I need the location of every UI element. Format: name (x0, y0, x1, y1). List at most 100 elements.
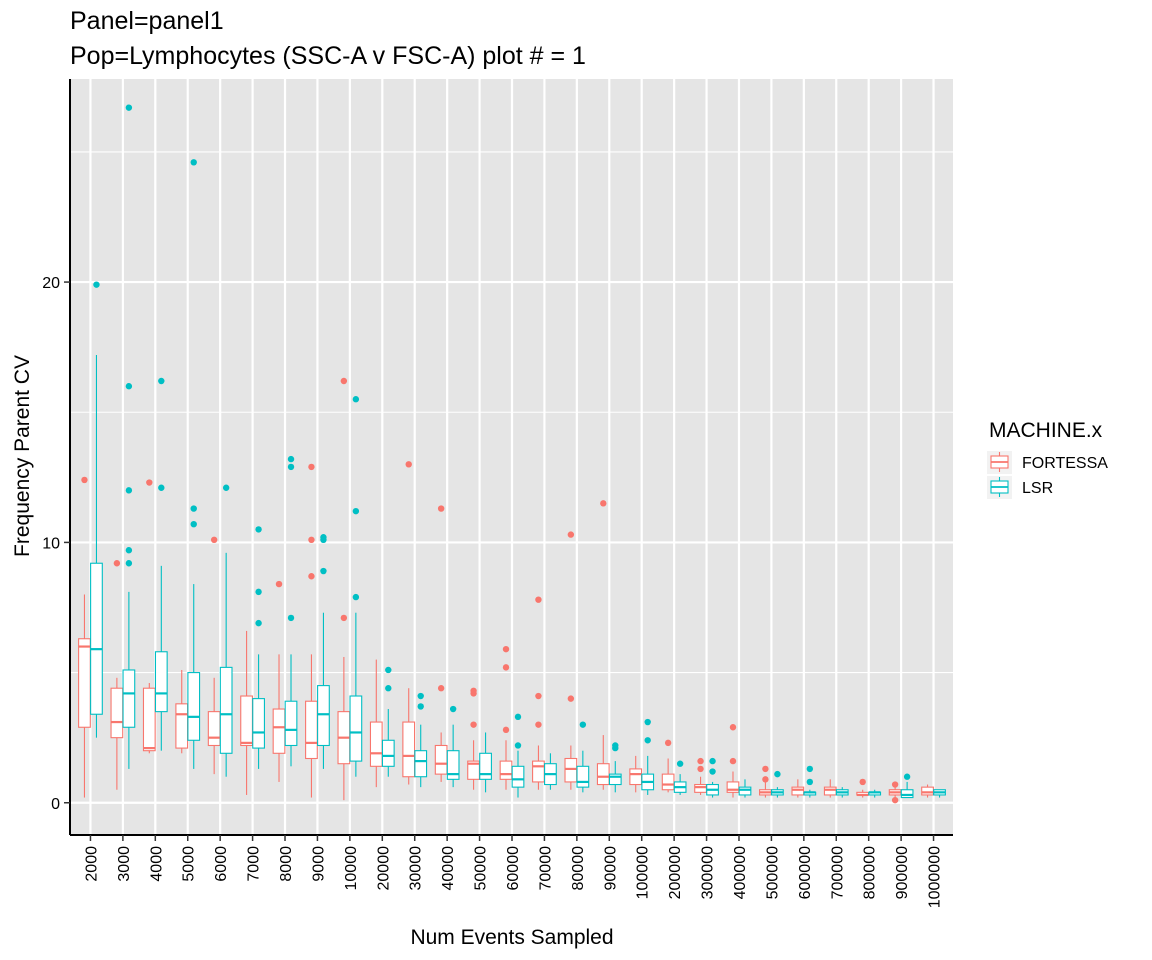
box-iqr (532, 760, 545, 783)
box-iqr (823, 786, 837, 796)
box-iqr (629, 768, 643, 786)
outlier-point (125, 383, 133, 390)
x-tick-label: 3000 (116, 846, 133, 882)
x-tick-label: 9000 (310, 846, 327, 882)
box-lsr (576, 721, 590, 793)
box-fortessa (759, 765, 772, 798)
box-lsr (317, 534, 330, 769)
box-iqr (921, 786, 934, 796)
outlier-point (222, 484, 230, 491)
box-iqr (272, 708, 286, 754)
y-axis-title: Frequency Parent CV (11, 355, 34, 557)
x-tick-label: 700000 (829, 846, 846, 899)
box-lsr (414, 692, 428, 788)
x-tick-label: 60000 (505, 846, 522, 891)
box-lsr (673, 760, 687, 795)
chart-subtitle: Pop=Lymphocytes (SSC-A v FSC-A) plot # =… (70, 42, 586, 70)
outlier-point (535, 692, 542, 700)
chart-title: Panel=panel1 (70, 7, 224, 35)
x-tick-label: 100000 (635, 846, 652, 899)
outlier-point (762, 776, 769, 783)
box-fortessa (207, 536, 221, 775)
box-iqr (402, 721, 416, 778)
x-tick-label: 7000 (246, 846, 263, 882)
legend-item-lsr: LSR (987, 476, 1053, 499)
box-lsr (608, 742, 622, 793)
box-iqr (434, 744, 448, 775)
box-iqr (122, 669, 136, 728)
outlier-point (709, 757, 716, 765)
outlier-point (470, 687, 477, 695)
legend-item-fortessa: FORTESSA (987, 451, 1108, 474)
outlier-point (385, 685, 392, 692)
x-tick-label: 600000 (797, 846, 814, 899)
box-lsr (349, 396, 363, 777)
box-fortessa (791, 779, 805, 798)
box-iqr (175, 703, 189, 749)
outlier-point (806, 765, 814, 773)
outlier-point (308, 536, 315, 544)
box-iqr (369, 721, 383, 767)
outlier-point (514, 742, 522, 749)
outlier-point (158, 377, 165, 385)
outlier-point (470, 721, 477, 728)
box-iqr (187, 672, 201, 741)
outlier-point (385, 666, 392, 674)
outlier-point (146, 479, 153, 486)
outlier-point (664, 739, 672, 747)
outlier-point (774, 770, 781, 778)
outlier-point (125, 487, 133, 494)
box-fortessa (726, 724, 740, 798)
outlier-point (308, 573, 315, 580)
x-tick-label: 8000 (278, 846, 295, 882)
outlier-point (113, 560, 121, 567)
box-iqr (317, 685, 330, 747)
box-iqr (791, 786, 805, 796)
box-iqr (479, 752, 492, 780)
x-tick-label: 90000 (602, 846, 619, 891)
box-iqr (90, 562, 103, 715)
x-tick-label: 40000 (440, 846, 457, 891)
box-lsr (154, 377, 168, 751)
legend-label: FORTESSA (1022, 455, 1108, 472)
box-fortessa (337, 377, 351, 801)
outlier-point (340, 614, 348, 622)
outlier-point (567, 695, 575, 702)
legend: MACHINE.x FORTESSA LSR (987, 419, 1108, 499)
x-tick-label: 30000 (408, 846, 425, 891)
outlier-point (255, 588, 262, 596)
outlier-point (190, 505, 197, 512)
box-fortessa (888, 781, 902, 804)
outlier-point (729, 724, 737, 731)
box-iqr (608, 773, 622, 786)
box-iqr (694, 783, 707, 793)
box-lsr (868, 789, 882, 798)
box-lsr (803, 765, 817, 798)
x-tick-label: 2000 (83, 846, 100, 882)
box-iqr (414, 750, 428, 778)
outlier-point (567, 531, 575, 538)
outlier-point (449, 705, 457, 713)
box-fortessa (272, 580, 286, 782)
outlier-point (255, 526, 262, 533)
x-tick-label: 10000 (343, 846, 360, 891)
box-lsr (511, 713, 525, 798)
box-fortessa (499, 645, 513, 790)
x-axis-title: Num Events Sampled (410, 926, 613, 949)
box-lsr (122, 104, 136, 769)
box-iqr (110, 687, 124, 739)
box-lsr (900, 773, 914, 799)
outlier-point (502, 726, 510, 734)
box-lsr (641, 718, 655, 795)
outlier-point (903, 773, 911, 780)
box-lsr (90, 281, 103, 738)
box-fortessa (305, 463, 318, 798)
outlier-point (676, 760, 684, 767)
box-lsr (544, 753, 557, 790)
box-lsr (381, 666, 395, 777)
outlier-point (417, 703, 424, 710)
outlier-point (709, 768, 716, 775)
outlier-point (762, 765, 769, 773)
box-iqr (349, 695, 363, 762)
